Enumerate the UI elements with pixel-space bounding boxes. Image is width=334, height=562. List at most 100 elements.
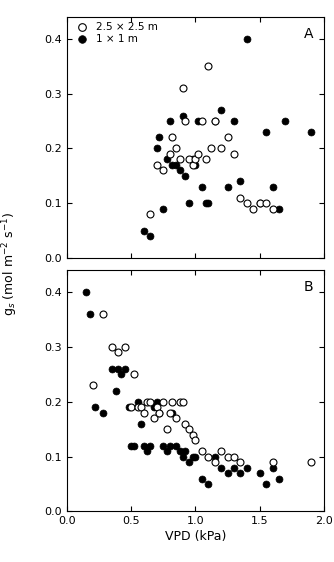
Point [167, 408, 172, 417]
Point [218, 144, 224, 153]
X-axis label: VPD (kPa): VPD (kPa) [165, 531, 226, 543]
Point [182, 447, 188, 456]
Point [100, 310, 106, 319]
Point [225, 133, 230, 142]
Point [157, 133, 162, 142]
Point [309, 128, 314, 137]
Point [190, 452, 195, 461]
Point [208, 144, 213, 153]
Point [116, 364, 121, 373]
Point [122, 342, 127, 351]
Point [177, 155, 183, 164]
Point [144, 397, 149, 406]
Point [193, 436, 198, 445]
Point [218, 463, 224, 472]
Point [128, 441, 134, 450]
Point [131, 441, 136, 450]
Point [154, 160, 160, 169]
Point [170, 408, 175, 417]
Point [186, 457, 192, 466]
Point [186, 199, 192, 208]
Point [93, 403, 98, 412]
Point [206, 452, 211, 461]
Point [212, 116, 217, 125]
Point [180, 397, 185, 406]
Point [270, 204, 275, 213]
Point [257, 199, 263, 208]
Point [109, 342, 115, 351]
Point [218, 106, 224, 115]
Point [195, 149, 201, 158]
Point [144, 447, 149, 456]
Point [141, 226, 147, 235]
Point [100, 408, 106, 417]
Point [148, 210, 153, 219]
Point [193, 160, 198, 169]
Text: A: A [304, 26, 314, 40]
Point [238, 177, 243, 186]
Point [113, 386, 118, 395]
Point [122, 364, 127, 373]
Point [225, 182, 230, 191]
Point [182, 171, 188, 180]
Point [203, 155, 208, 164]
Point [276, 204, 282, 213]
Point [190, 160, 195, 169]
Point [152, 414, 157, 423]
Point [186, 425, 192, 434]
Point [244, 34, 249, 43]
Point [161, 441, 166, 450]
Point [154, 144, 160, 153]
Point [203, 199, 208, 208]
Point [238, 457, 243, 466]
Text: B: B [304, 280, 314, 294]
Point [180, 84, 185, 93]
Point [170, 133, 175, 142]
Point [167, 149, 172, 158]
Point [270, 457, 275, 466]
Point [199, 182, 204, 191]
Legend: 2.5 × 2.5 m, 1 × 1 m: 2.5 × 2.5 m, 1 × 1 m [70, 20, 160, 46]
Point [173, 441, 179, 450]
Point [264, 128, 269, 137]
Point [276, 474, 282, 483]
Point [177, 447, 183, 456]
Point [244, 199, 249, 208]
Point [186, 155, 192, 164]
Point [206, 479, 211, 488]
Point [167, 441, 172, 450]
Point [118, 370, 124, 379]
Point [170, 160, 175, 169]
Point [270, 182, 275, 191]
Point [180, 111, 185, 120]
Point [154, 397, 160, 406]
Point [264, 479, 269, 488]
Point [128, 403, 134, 412]
Point [173, 144, 179, 153]
Point [257, 469, 263, 478]
Point [148, 232, 153, 241]
Point [309, 457, 314, 466]
Point [164, 155, 170, 164]
Point [206, 62, 211, 71]
Point [116, 348, 121, 357]
Point [193, 452, 198, 461]
Point [173, 160, 179, 169]
Point [157, 408, 162, 417]
Point [231, 149, 236, 158]
Point [87, 310, 93, 319]
Point [195, 116, 201, 125]
Point [231, 116, 236, 125]
Point [161, 397, 166, 406]
Point [141, 408, 147, 417]
Point [190, 155, 195, 164]
Point [164, 425, 170, 434]
Point [90, 381, 95, 390]
Point [199, 116, 204, 125]
Point [157, 408, 162, 417]
Point [231, 463, 236, 472]
Point [283, 116, 288, 125]
Point [199, 447, 204, 456]
Point [154, 403, 160, 412]
Point [182, 116, 188, 125]
